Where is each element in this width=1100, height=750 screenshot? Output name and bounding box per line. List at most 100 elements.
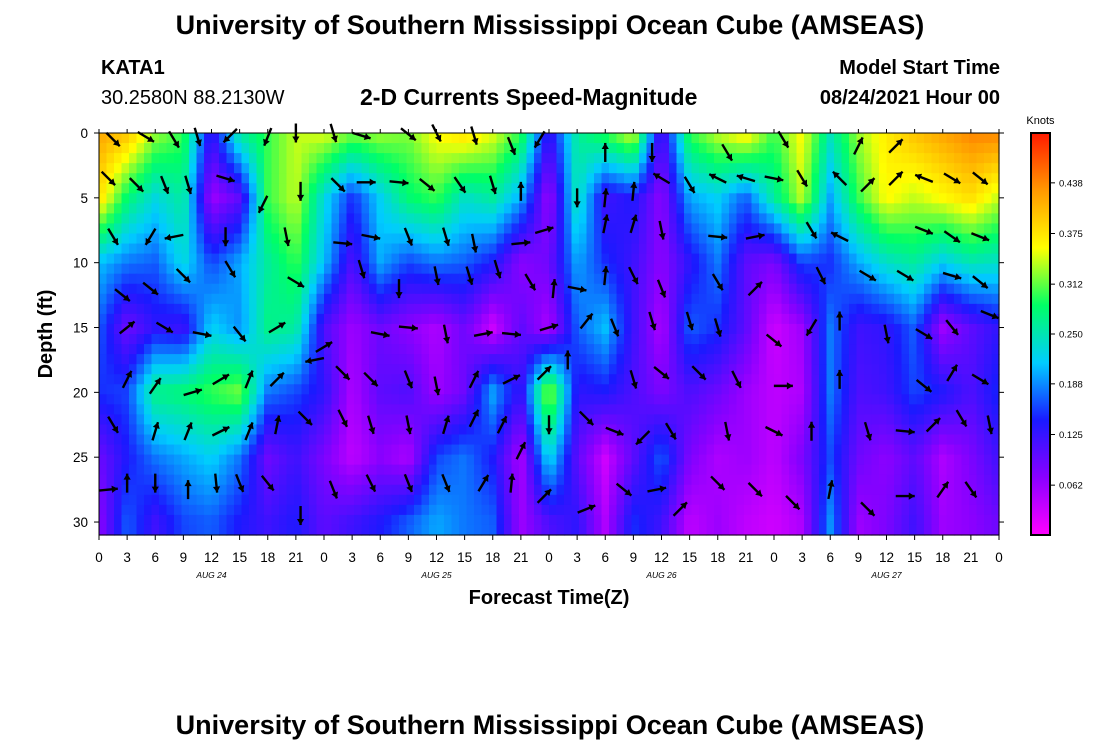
heatmap-cell (286, 223, 295, 235)
heatmap-cell (766, 434, 775, 446)
heatmap-cell (564, 163, 573, 174)
heatmap-cell (646, 163, 655, 174)
heatmap-cell (969, 263, 978, 275)
heatmap-cell (331, 474, 340, 486)
heatmap-cell (489, 514, 498, 526)
heatmap-cell (279, 313, 288, 325)
heatmap-cell (646, 364, 655, 375)
heatmap-cell (744, 454, 753, 466)
heatmap-cell (511, 524, 520, 536)
heatmap-cell (489, 434, 498, 446)
heatmap-cell (661, 253, 670, 265)
heatmap-cell (444, 153, 453, 164)
heatmap-cell (241, 524, 250, 536)
heatmap-cell (894, 474, 903, 486)
heatmap-cell (301, 253, 310, 265)
heatmap-cell (129, 524, 138, 536)
heatmap-cell (849, 293, 858, 305)
heatmap-cell (654, 384, 663, 395)
heatmap-cell (279, 384, 288, 395)
heatmap-cell (886, 253, 895, 265)
heatmap-cell (961, 424, 970, 436)
heatmap-cell (376, 424, 385, 436)
heatmap-cell (294, 243, 303, 255)
heatmap-cell (339, 283, 348, 295)
heatmap-cell (346, 143, 355, 154)
current-arrow-head (573, 201, 581, 208)
heatmap-cell (759, 163, 768, 174)
heatmap-cell (361, 464, 370, 476)
heatmap-cell (931, 193, 940, 204)
heatmap-cell (639, 273, 648, 285)
heatmap-cell (136, 163, 145, 174)
heatmap-cell (444, 344, 453, 355)
heatmap-cell (571, 434, 580, 446)
heatmap-cell (106, 474, 115, 486)
heatmap-cell (819, 293, 828, 305)
heatmap-cell (691, 464, 700, 476)
heatmap-cell (286, 344, 295, 355)
heatmap-cell (204, 484, 213, 496)
heatmap-cell (219, 514, 228, 526)
heatmap-cell (339, 323, 348, 335)
heatmap-cell (571, 313, 580, 325)
heatmap-cell (631, 223, 640, 235)
heatmap-cell (556, 143, 565, 154)
heatmap-cell (219, 414, 228, 426)
heatmap-cell (879, 344, 888, 355)
heatmap-cell (729, 434, 738, 446)
current-arrow-head (925, 228, 933, 235)
heatmap-cell (504, 233, 513, 245)
heatmap-cell (796, 253, 805, 265)
heatmap-cell (571, 263, 580, 275)
heatmap-cell (481, 504, 490, 516)
heatmap-cell (496, 354, 505, 365)
heatmap-cell (706, 384, 715, 395)
heatmap-cell (316, 494, 325, 506)
heatmap-cell (969, 404, 978, 415)
heatmap-cell (466, 504, 475, 516)
heatmap-cell (759, 133, 768, 144)
heatmap-cell (796, 514, 805, 526)
heatmap-cell (324, 203, 333, 214)
heatmap-cell (909, 494, 918, 506)
heatmap-cell (759, 243, 768, 255)
heatmap-cell (766, 233, 775, 245)
heatmap-cell (864, 444, 873, 456)
heatmap-cell (331, 303, 340, 315)
heatmap-cell (331, 364, 340, 375)
heatmap-cell (774, 283, 783, 295)
heatmap-cell (114, 143, 123, 154)
heatmap-cell (414, 514, 423, 526)
heatmap-cell (159, 434, 168, 446)
heatmap-cell (729, 404, 738, 415)
heatmap-cell (669, 263, 678, 275)
heatmap-cell (519, 273, 528, 285)
heatmap-cell (309, 173, 318, 184)
heatmap-cell (864, 434, 873, 446)
heatmap-cell (151, 143, 160, 154)
heatmap-cell (429, 504, 438, 516)
heatmap-cell (601, 133, 610, 144)
heatmap-cell (549, 524, 558, 536)
heatmap-cell (804, 444, 813, 456)
heatmap-cell (241, 444, 250, 456)
heatmap-cell (586, 253, 595, 265)
heatmap-cell (234, 213, 243, 225)
heatmap-cell (721, 434, 730, 446)
heatmap-cell (661, 323, 670, 335)
heatmap-cell (256, 153, 265, 164)
heatmap-cell (774, 153, 783, 164)
heatmap-cell (519, 203, 528, 214)
current-arrow-head (658, 232, 666, 240)
heatmap-cell (496, 273, 505, 285)
heatmap-cell (166, 414, 175, 426)
heatmap-cell (646, 434, 655, 446)
heatmap-cell (594, 243, 603, 255)
heatmap-cell (654, 163, 663, 174)
heatmap-cell (841, 263, 850, 275)
heatmap-cell (684, 133, 693, 144)
heatmap-cell (826, 444, 835, 456)
heatmap-cell (226, 283, 235, 295)
heatmap-cell (399, 404, 408, 415)
